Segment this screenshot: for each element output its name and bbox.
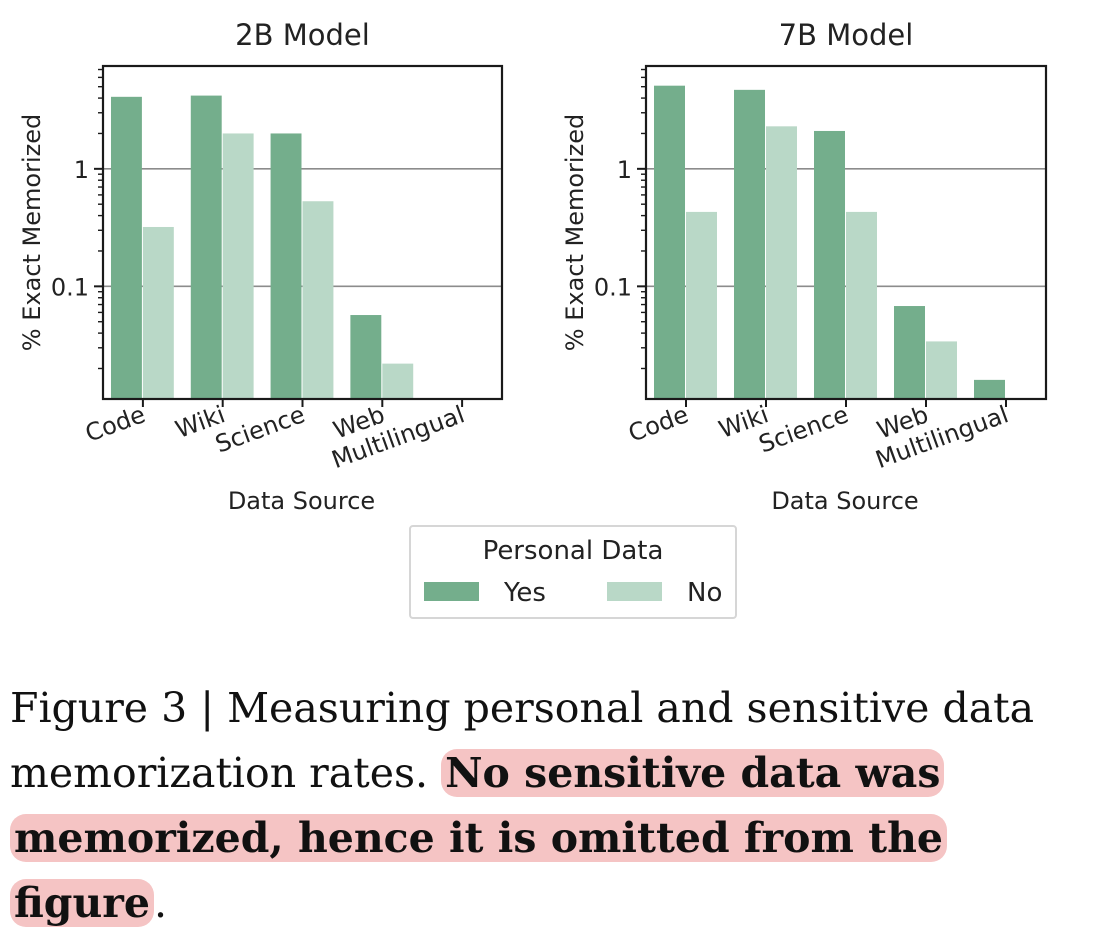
bar-yes-code [654, 85, 685, 399]
bar-no-web [926, 341, 957, 399]
bar-no-code [142, 226, 174, 399]
y-tick-label: 0.1 [594, 273, 632, 301]
figure-caption: Figure 3 | Measuring personal and sensit… [10, 676, 1100, 936]
legend-swatch-yes [424, 582, 479, 601]
y-axis-label: % Exact Memorized [561, 114, 589, 351]
caption-end: . [153, 879, 168, 927]
chart-title: 2B Model [235, 18, 370, 52]
bar-no-code [686, 211, 717, 399]
x-tick-label-science: Science [212, 400, 309, 458]
x-tick-label-science: Science [755, 400, 852, 458]
legend: Personal Data Yes No [409, 525, 737, 619]
bar-no-wiki [222, 133, 254, 399]
y-tick-label: 0.1 [51, 273, 89, 301]
x-axis-label: Data Source [228, 487, 375, 515]
bar-no-science [302, 201, 334, 399]
caption-plain: Figure 3 | Measuring personal and sensit… [10, 684, 1035, 797]
bar-yes-web [894, 306, 925, 399]
bar-yes-code [110, 96, 142, 400]
x-axis-label: Data Source [771, 487, 918, 515]
bar-yes-science [814, 130, 845, 399]
legend-swatch-no [607, 582, 662, 601]
chart-title: 7B Model [779, 18, 914, 52]
x-tick-label-code: Code [625, 400, 692, 447]
legend-title: Personal Data [483, 536, 664, 566]
bar-yes-multilingual [974, 379, 1005, 399]
bar-yes-web [350, 315, 382, 399]
y-tick-label: 1 [74, 156, 89, 184]
legend-label-no: No [687, 578, 722, 608]
y-tick-label: 1 [617, 156, 632, 184]
figure: 0.1 1 Code Wiki Science Web Multilingual 2B Mod… [10, 18, 1048, 927]
legend-label-yes: Yes [503, 578, 546, 608]
bar-no-wiki [766, 126, 797, 399]
bar-yes-wiki [734, 89, 765, 399]
bar-yes-science [270, 133, 302, 399]
bar-yes-wiki [190, 95, 222, 400]
y-axis-label: % Exact Memorized [18, 114, 46, 351]
x-tick-label-code: Code [82, 400, 149, 447]
bar-no-science [846, 211, 877, 399]
bar-no-web [382, 363, 414, 399]
